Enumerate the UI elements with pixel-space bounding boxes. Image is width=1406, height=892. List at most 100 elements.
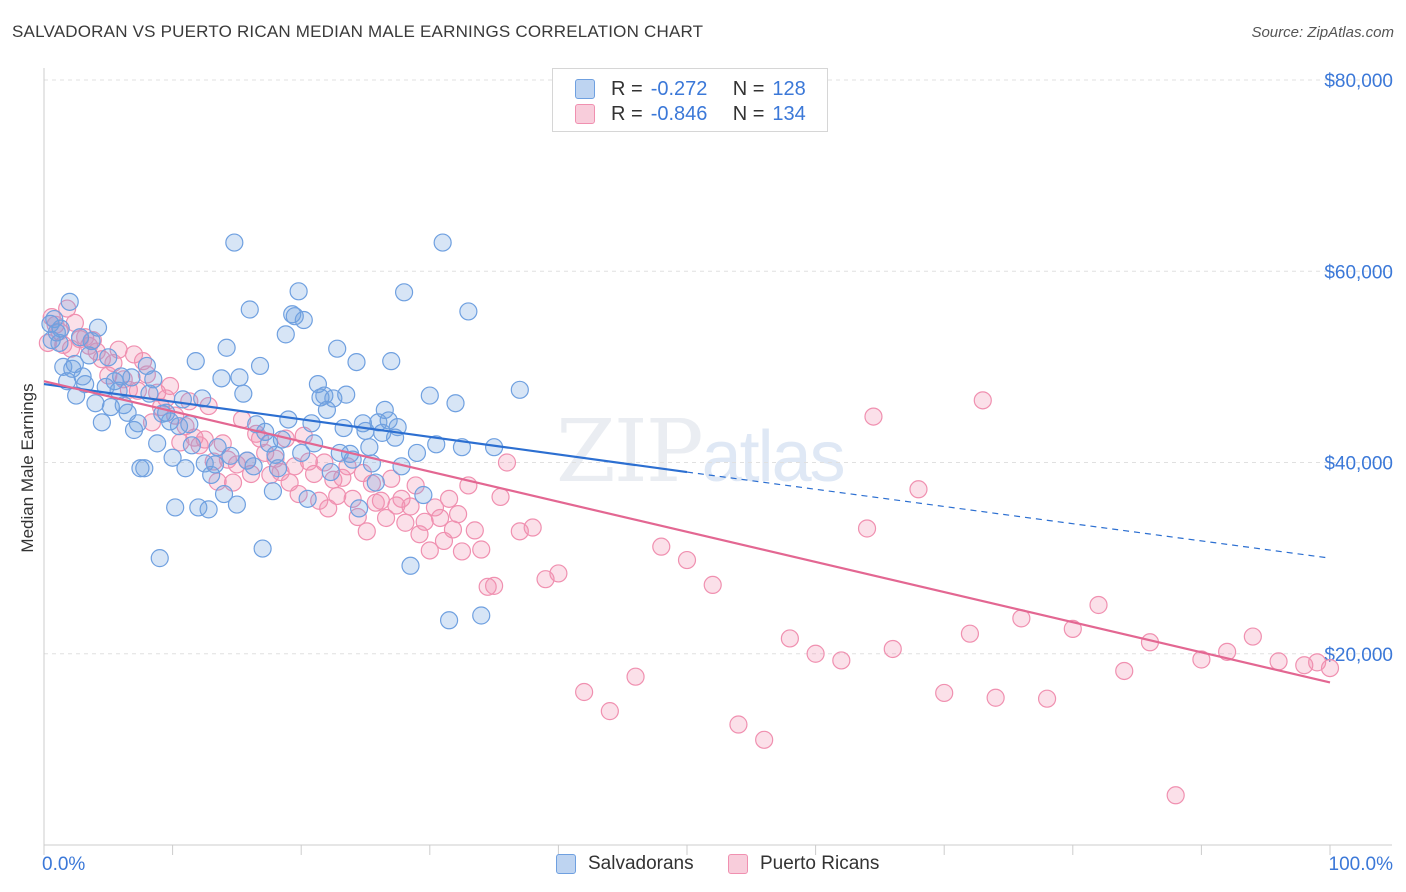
puerto-ricans-point [289, 484, 308, 504]
salvadorans-point [50, 333, 69, 353]
y-axis-label: Median Male Earnings [18, 383, 37, 552]
salvadorans-point [263, 482, 283, 501]
puerto-ricans-point [626, 667, 645, 686]
salvadorans-point [414, 485, 433, 505]
puerto-ricans-point [1166, 786, 1185, 805]
puerto-ricans-point [652, 537, 671, 556]
puerto-ricans-point [549, 564, 568, 583]
salvadorans-point [173, 390, 192, 409]
salvadorans-point [128, 414, 147, 433]
salvadorans-point [163, 448, 182, 467]
puerto-ricans-point [883, 639, 902, 659]
puerto-ricans-point [935, 683, 954, 703]
salvadorans-point [375, 400, 394, 420]
salvadorans-point [302, 414, 321, 433]
puerto-ricans-point [1218, 642, 1237, 661]
puerto-ricans-point [864, 407, 883, 426]
salvadorans-point [180, 415, 199, 434]
puerto-ricans-point [973, 391, 992, 410]
salvadorans-point [182, 436, 201, 455]
legend-swatch-pink [575, 104, 595, 124]
puerto-ricans-point [832, 651, 851, 670]
salvadorans-point [214, 484, 234, 504]
salvadorans-point [86, 394, 105, 413]
watermark: ZIPatlas [556, 402, 846, 502]
puerto-ricans-point [1089, 595, 1108, 615]
legend-r-label: R = [611, 102, 643, 125]
legend-n-label: N = [732, 77, 765, 100]
salvadorans-point [268, 459, 288, 478]
salvadorans-point [366, 473, 385, 492]
salvadorans-trend-line [43, 382, 688, 474]
salvadorans-point [227, 495, 246, 514]
salvadorans-point [433, 233, 452, 252]
legend-n-label: N = [732, 102, 765, 125]
y-tick-label: $20,000 [1324, 645, 1393, 666]
puerto-ricans-point [465, 521, 484, 540]
puerto-ricans-point [328, 486, 347, 506]
puerto-ricans-point [1269, 652, 1288, 671]
salvadorans-point [150, 549, 169, 568]
salvadorans-point [276, 325, 295, 344]
bottom-legend-puerto-ricans: Puerto Ricans [728, 852, 879, 876]
salvadorans-point [186, 352, 205, 371]
salvadorans-point [144, 370, 163, 389]
salvadorans-point [92, 413, 111, 432]
salvadorans-point [250, 356, 270, 376]
puerto-ricans-point [857, 519, 877, 538]
puerto-ricans-point [472, 540, 491, 559]
puerto-ricans-point [909, 480, 928, 499]
puerto-ricans-point [497, 453, 517, 472]
puerto-ricans-point [190, 436, 209, 455]
puerto-ricans-point [420, 541, 439, 560]
watermark-zip: ZIP [556, 402, 704, 502]
salvadorans-point [510, 380, 529, 399]
puerto-ricans-point [478, 577, 497, 596]
puerto-ricans-point [806, 644, 825, 663]
legend-n-value: 134 [772, 102, 806, 125]
chart-title: SALVADORAN VS PUERTO RICAN MEDIAN MALE E… [12, 22, 704, 41]
salvadorans-point [292, 443, 311, 463]
salvadorans-point [240, 300, 259, 319]
y-tick-label: $40,000 [1324, 454, 1393, 475]
salvadorans-point [401, 556, 420, 575]
salvadorans-point [439, 611, 459, 630]
puerto-ricans-point [425, 498, 445, 517]
puerto-ricans-point [396, 513, 415, 532]
salvadorans-point [459, 302, 478, 321]
y-tick-label: $80,000 [1324, 71, 1393, 92]
salvadorans-point [54, 357, 73, 376]
salvadorans-point [88, 318, 108, 337]
salvadorans-point [148, 434, 167, 453]
salvadorans-point [176, 459, 195, 478]
legend-swatch-blue [575, 79, 595, 99]
salvadorans-point [244, 457, 263, 476]
salvadorans-point [217, 338, 236, 357]
salvadorans-point [347, 352, 366, 372]
puerto-ricans-point [485, 576, 504, 595]
puerto-ricans-point [600, 702, 619, 721]
puerto-ricans-point [376, 508, 396, 528]
salvadorans-point [321, 462, 340, 482]
puerto-ricans-point [1063, 619, 1082, 638]
puerto-ricans-point [443, 520, 463, 539]
salvadorans-point [298, 489, 317, 508]
puerto-ricans-point [124, 345, 144, 364]
salvadorans-point [283, 305, 302, 324]
puerto-ricans-point [1320, 658, 1340, 678]
salvadorans-point [221, 446, 240, 465]
salvadorans-point [160, 412, 180, 431]
puerto-ricans-point [677, 550, 697, 570]
salvadorans-point [135, 459, 154, 478]
salvadorans-point [420, 386, 439, 405]
salvadorans-point [79, 346, 99, 365]
x-tick-label: 0.0% [42, 854, 85, 875]
salvadorans-point [212, 369, 231, 388]
puerto-ricans-point [415, 512, 434, 531]
salvadorans-point [225, 233, 244, 252]
puerto-ricans-point [755, 730, 774, 749]
puerto-ricans-point [1115, 661, 1134, 681]
salvadorans-point [253, 539, 272, 558]
salvadorans-point [199, 500, 218, 519]
